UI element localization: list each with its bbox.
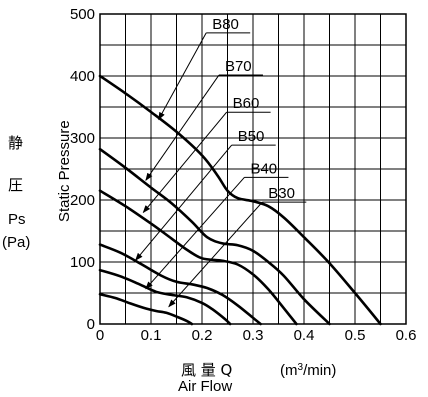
y-tick-label: 0 xyxy=(87,316,95,333)
y-tick-label: 400 xyxy=(70,68,95,85)
label-leader-arrow xyxy=(142,111,227,214)
series-label-b80: B80 xyxy=(212,16,239,33)
series-label-b30: B30 xyxy=(268,185,295,202)
series-line-b60 xyxy=(98,189,298,326)
y-tick-label: 100 xyxy=(70,254,95,271)
x-tick-label: 0.6 xyxy=(396,327,417,344)
series-label-b70: B70 xyxy=(225,58,252,75)
y-label-cjk-1: 静 xyxy=(8,134,23,152)
y-tick-labels: 0 100 200 300 400 500 xyxy=(70,6,95,333)
x-unit-prefix: (m xyxy=(280,362,298,379)
x-tick-label: 0.1 xyxy=(141,327,162,344)
label-leader-arrow xyxy=(158,32,207,121)
label-leader-arrow xyxy=(145,177,245,290)
x-unit-sup: 3 xyxy=(298,362,304,373)
y-label-unit: (Pa) xyxy=(2,234,30,251)
x-unit-suffix: /min) xyxy=(303,362,336,379)
series-label-b60: B60 xyxy=(233,95,260,112)
plot-frame xyxy=(99,13,407,325)
x-tick-labels: 0 0.1 0.2 0.3 0.4 0.5 0.6 xyxy=(96,327,417,344)
series-label-b50: B50 xyxy=(238,128,265,145)
series-label-b40: B40 xyxy=(250,160,277,177)
x-tick-label: 0.4 xyxy=(294,327,315,344)
label-leader-arrow xyxy=(168,201,263,308)
x-label-cjk: 風 量 Q xyxy=(181,361,232,379)
series-labels: B80 B70 B60 B50 B40 B30 xyxy=(212,16,295,202)
y-axis-label: Static Pressure xyxy=(56,120,73,222)
series-line-b50 xyxy=(98,243,262,326)
x-axis-label: Air Flow xyxy=(178,378,232,395)
label-leader-arrow xyxy=(135,144,233,261)
x-tick-label: 0 xyxy=(96,327,104,344)
y-tick-label: 500 xyxy=(70,6,95,23)
x-label-unit: (m3/min) xyxy=(280,362,336,380)
y-tick-label: 200 xyxy=(70,192,95,209)
x-tick-label: 0.5 xyxy=(345,327,366,344)
x-tick-label: 0.3 xyxy=(243,327,264,344)
series-line-b30 xyxy=(98,292,194,326)
label-leaders xyxy=(135,32,307,308)
y-label-cjk-2: 圧 xyxy=(8,176,23,194)
series-line-b70 xyxy=(98,147,331,326)
y-tick-label: 300 xyxy=(70,130,95,147)
x-tick-label: 0.2 xyxy=(192,327,213,344)
y-label-symbol: Ps xyxy=(8,211,26,228)
label-leader-arrow xyxy=(145,74,220,181)
